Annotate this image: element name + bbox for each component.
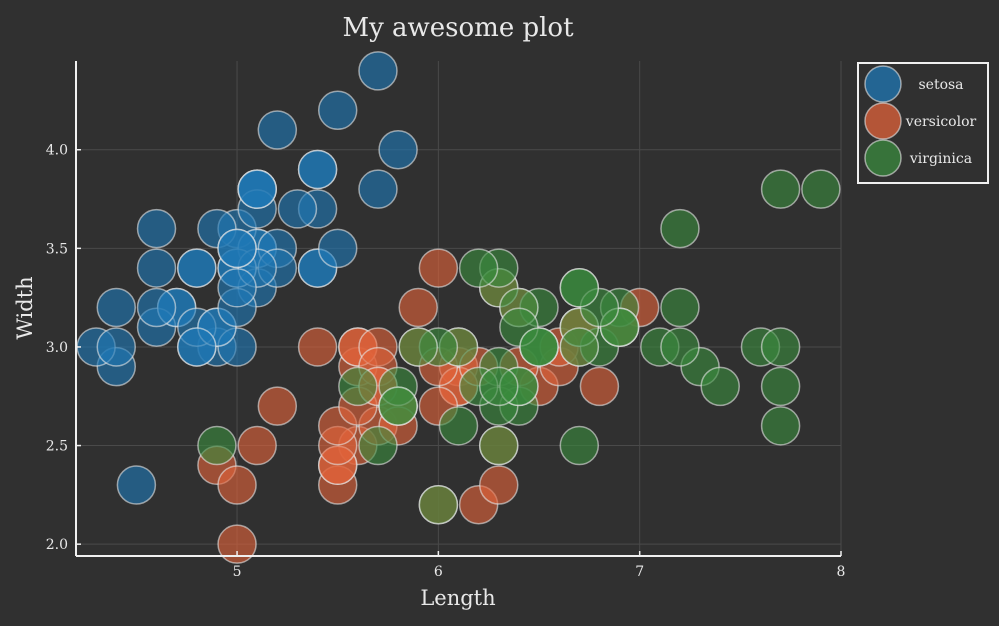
point-setosa <box>358 169 398 209</box>
point-versicolor <box>418 248 459 288</box>
point-versicolor <box>217 524 257 564</box>
legend-marker-versicolor <box>864 102 902 140</box>
legend-label: setosa <box>918 77 963 93</box>
point-virginica <box>197 425 237 466</box>
point-setosa <box>358 51 398 91</box>
x-tick-label: 5 <box>233 564 242 580</box>
point-setosa <box>317 228 358 269</box>
y-tick-label: 3.5 <box>46 241 68 257</box>
point-setosa <box>177 248 217 288</box>
point-setosa <box>317 90 358 131</box>
point-virginica <box>760 366 801 407</box>
point-virginica <box>660 208 700 249</box>
legend-label: versicolor <box>905 114 977 130</box>
point-virginica <box>398 327 438 367</box>
point-versicolor <box>297 327 338 367</box>
legend-marker-setosa <box>864 65 902 103</box>
point-setosa <box>378 129 418 170</box>
legend: setosa versicolor virginica <box>857 62 989 184</box>
y-tick-label: 2.0 <box>46 537 68 553</box>
y-tick-label: 2.5 <box>46 439 68 455</box>
y-tick-label: 4.0 <box>46 143 68 159</box>
point-virginica <box>760 406 801 446</box>
point-setosa <box>136 248 177 288</box>
x-tick-label: 6 <box>434 564 443 580</box>
point-virginica <box>519 327 559 367</box>
legend-marker-virginica <box>864 139 902 177</box>
point-virginica <box>760 327 801 367</box>
point-setosa <box>257 110 298 150</box>
chart-title: My awesome plot <box>342 13 574 43</box>
point-versicolor <box>237 425 277 466</box>
point-versicolor <box>479 465 519 505</box>
point-virginica <box>700 366 740 407</box>
point-versicolor <box>579 366 620 407</box>
point-virginica <box>358 425 398 466</box>
point-versicolor <box>257 386 298 426</box>
point-setosa <box>96 327 137 367</box>
data-points <box>76 51 841 564</box>
point-virginica <box>378 386 418 426</box>
point-virginica <box>660 327 700 367</box>
point-setosa <box>177 327 217 367</box>
point-virginica <box>559 425 600 466</box>
point-setosa <box>297 149 338 190</box>
point-virginica <box>479 425 519 466</box>
point-setosa <box>96 287 137 328</box>
point-versicolor <box>398 287 438 328</box>
point-setosa <box>237 169 277 209</box>
point-setosa <box>136 208 177 249</box>
ticks: 5 6 7 8 2.0 2.5 3.0 3.5 4.0 <box>46 143 846 580</box>
y-axis-label: Width <box>13 276 37 339</box>
x-axis-label: Length <box>420 586 495 610</box>
point-virginica <box>458 248 499 288</box>
legend-label: virginica <box>909 151 972 167</box>
point-setosa <box>136 287 177 328</box>
point-virginica <box>801 169 841 209</box>
point-setosa <box>217 268 257 308</box>
point-setosa <box>116 465 157 505</box>
point-virginica <box>418 484 459 525</box>
point-virginica <box>479 366 519 407</box>
point-virginica <box>760 169 801 209</box>
point-setosa <box>217 228 257 269</box>
y-tick-label: 3.0 <box>46 340 68 356</box>
point-virginica <box>338 366 378 407</box>
point-setosa <box>277 189 318 229</box>
point-virginica <box>660 287 700 328</box>
x-tick-label: 7 <box>635 564 644 580</box>
point-versicolor <box>217 465 257 505</box>
point-virginica <box>559 327 600 367</box>
point-virginica <box>559 268 600 308</box>
x-tick-label: 8 <box>837 564 846 580</box>
point-virginica <box>438 406 479 446</box>
